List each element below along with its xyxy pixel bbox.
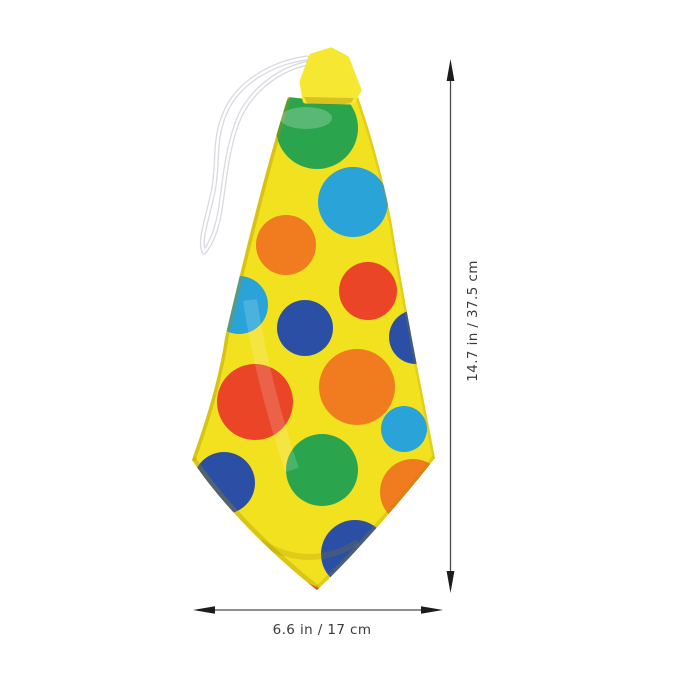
string-strand-outer — [201, 56, 309, 254]
knot-shape — [299, 47, 362, 105]
polka-dot-orange — [256, 215, 316, 275]
polka-dot-orange — [380, 459, 435, 525]
tie-knot — [299, 47, 362, 105]
knot-sheen — [280, 107, 332, 129]
bottom-left-edge-shade — [192, 457, 320, 590]
sheen-streak — [243, 298, 299, 473]
bottom-right-edge-shade — [314, 455, 435, 590]
polka-dot-red — [339, 262, 397, 320]
height-arrow-top-icon — [446, 59, 455, 81]
polka-dot-sky_blue — [318, 167, 388, 237]
width-dimension: 6.6 in / 17 cm — [193, 606, 443, 638]
polka-dot-orange — [319, 349, 395, 425]
polka-dot-royal_blue — [193, 452, 255, 514]
width-arrow-right-icon — [421, 606, 443, 614]
polka-dot-green — [276, 94, 358, 169]
elastic-string — [199, 55, 311, 255]
polka-dot-red — [217, 364, 293, 440]
tip-fold-shade — [258, 539, 360, 560]
polka-dot-royal_blue — [277, 300, 333, 356]
width-dimension-label: 6.6 in / 17 cm — [273, 622, 372, 638]
height-dimension-label: 14.7 in / 37.5 cm — [465, 260, 481, 382]
knot-bottom-shade — [304, 97, 354, 105]
polka-dot-green — [286, 434, 358, 506]
height-arrow-bottom-icon — [446, 571, 455, 593]
width-arrow-left-icon — [193, 606, 215, 614]
polka-dot-royal_blue — [389, 310, 435, 364]
polka-dot-sky_blue — [381, 406, 427, 452]
height-dimension: 14.7 in / 37.5 cm — [446, 59, 481, 593]
string-strand-inner — [202, 61, 310, 254]
